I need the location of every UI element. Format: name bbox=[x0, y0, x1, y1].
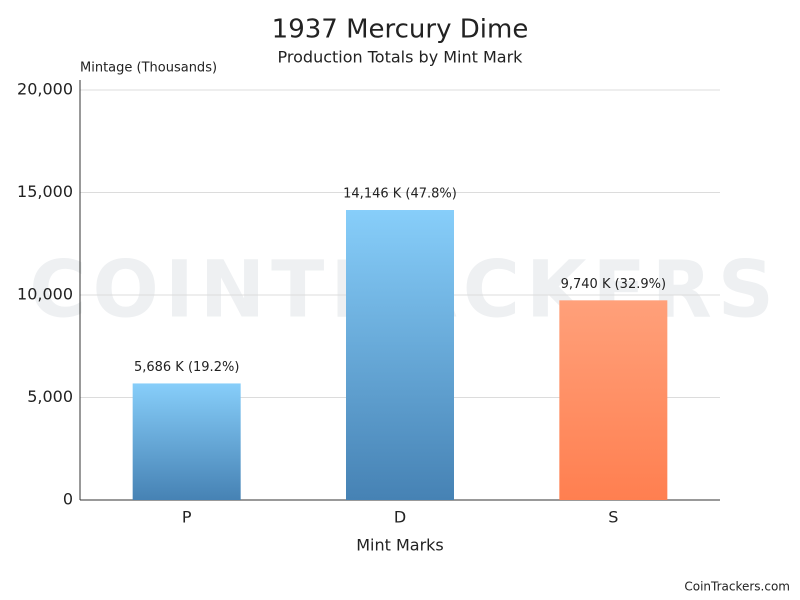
chart-subtitle: Production Totals by Mint Mark bbox=[278, 48, 524, 67]
chart-title: 1937 Mercury Dime bbox=[272, 15, 529, 45]
y-axis-title: Mintage (Thousands) bbox=[80, 61, 217, 76]
x-axis-title: Mint Marks bbox=[356, 536, 444, 555]
x-tick-label: S bbox=[608, 508, 618, 527]
x-tick-label: P bbox=[182, 508, 192, 527]
bar bbox=[133, 383, 241, 500]
data-label: 14,146 K (47.8%) bbox=[343, 187, 457, 202]
y-tick-label: 0 bbox=[63, 490, 73, 509]
credit: CoinTrackers.com bbox=[684, 580, 790, 594]
data-label: 5,686 K (19.2%) bbox=[134, 360, 239, 375]
bar bbox=[346, 210, 454, 500]
y-tick-label: 15,000 bbox=[17, 182, 73, 201]
y-tick-label: 5,000 bbox=[27, 387, 73, 406]
y-tick-label: 10,000 bbox=[17, 285, 73, 304]
bar bbox=[559, 300, 667, 500]
x-tick-label: D bbox=[394, 508, 406, 527]
data-label: 9,740 K (32.9%) bbox=[561, 277, 666, 292]
y-tick-label: 20,000 bbox=[17, 80, 73, 99]
